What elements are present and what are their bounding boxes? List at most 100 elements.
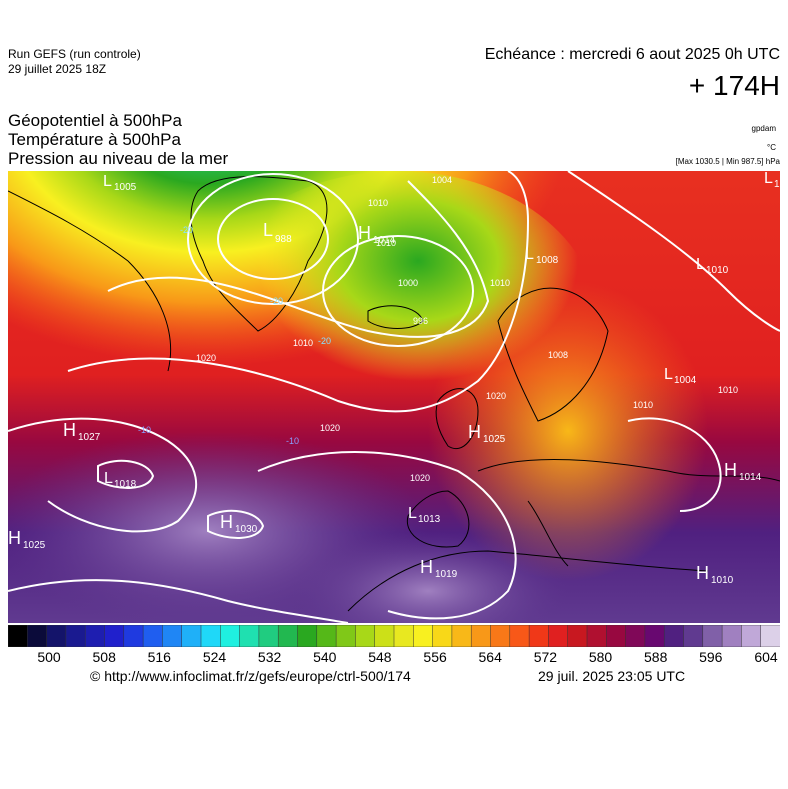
generation-time: 29 juil. 2025 23:05 UTC <box>538 668 686 684</box>
colorbar-swatch <box>721 625 743 647</box>
isobar-label: 1010 <box>718 385 738 395</box>
isobar-1020-b <box>8 417 197 533</box>
isobar-1010-a <box>107 180 490 338</box>
canada-coast <box>8 190 172 372</box>
pressure-center-value: 1018 <box>114 479 137 490</box>
colorbar-swatch <box>683 625 704 647</box>
pressure-center-value: 1010 <box>711 575 734 586</box>
pressure-center-type: H <box>696 563 709 583</box>
colorbar-swatch <box>374 625 395 647</box>
colorbar-swatch <box>181 625 202 647</box>
isotherm-label: -10 <box>138 425 151 435</box>
colorbar-swatch <box>760 625 780 647</box>
colorbar-tick-label: 532 <box>257 649 282 665</box>
isobar-label: 1010 <box>368 198 388 208</box>
colorbar-swatch <box>741 625 762 647</box>
isobar-label: 1010 <box>490 278 510 288</box>
colorbar-swatch <box>509 625 530 647</box>
isobar-label: 1008 <box>548 350 568 360</box>
colorbar-swatch <box>297 625 318 647</box>
isobar-label: 1020 <box>320 423 340 433</box>
colorbar-swatch <box>432 625 453 647</box>
colorbar-swatch <box>239 625 260 647</box>
pressure-center-value: 1014 <box>373 235 396 246</box>
unit-hpa-range: [Max 1030.5 | Min 987.5] hPa <box>675 157 780 166</box>
field-temperature: Température à 500hPa <box>8 130 181 149</box>
isobar-label: 1010 <box>376 238 396 248</box>
isobar-1010-b <box>567 171 780 332</box>
pressure-center-value: 1025 <box>483 434 506 445</box>
colorbar-swatch <box>528 625 550 647</box>
colorbar-tick-label: 516 <box>147 649 171 665</box>
italy-coast <box>527 500 569 567</box>
isobar-1018-ring <box>97 459 155 489</box>
colorbar-swatch <box>65 625 86 647</box>
colorbar-swatch <box>393 625 415 647</box>
colorbar-swatch <box>8 625 29 647</box>
isobar-1000-ring <box>322 235 474 347</box>
pressure-center-value: 1030 <box>235 524 258 535</box>
pressure-center-type: L <box>103 173 112 190</box>
isobar-label: 996 <box>413 316 428 326</box>
greenland-coast <box>190 176 328 332</box>
colorbar-tick-label: 604 <box>754 649 778 665</box>
pressure-center-value: 1014 <box>739 472 762 483</box>
colorbar-swatch <box>104 625 125 647</box>
contour-labels: 1004 1010 1010 1000 996 1010 1020 1020 1… <box>138 175 738 483</box>
pressure-centers: L 1005 L 988 H 1014 L 1008 L 1010 L 1 H … <box>8 171 780 586</box>
pressure-center-type: L <box>408 505 417 522</box>
pressure-center-type: H <box>8 528 21 548</box>
iberia-coast <box>406 490 470 548</box>
pressure-center-value: 1008 <box>536 255 559 266</box>
colorbar-tick-label: 548 <box>368 649 392 665</box>
colorbar-tick-label: 524 <box>202 649 227 665</box>
run-name: Run GEFS (run controle) <box>8 47 141 61</box>
colorbar-tick-label: 572 <box>533 649 558 665</box>
britain-coast <box>435 388 479 449</box>
pressure-center-type: L <box>104 470 113 487</box>
isobar-label: 1020 <box>410 473 430 483</box>
isobar-1020-a <box>67 171 530 413</box>
pressure-center-type: H <box>358 223 371 243</box>
isotherm-label: -20 <box>270 296 283 306</box>
colorbar-swatch <box>84 625 106 647</box>
field-pressure: Pression au niveau de la mer <box>8 149 229 168</box>
colorbar-tick-label: 500 <box>37 649 61 665</box>
coastlines <box>8 176 780 612</box>
colorbar-swatch <box>220 625 241 647</box>
isobar-label: 1010 <box>633 400 653 410</box>
pressure-center-value: 1 <box>774 179 780 190</box>
colorbar-swatch <box>123 625 144 647</box>
run-date: 29 juillet 2025 18Z <box>8 62 107 76</box>
colorbar-tick-label: 540 <box>313 649 337 665</box>
pressure-center-value: 1010 <box>706 265 729 276</box>
scandinavia-coast <box>497 287 609 422</box>
colorbar-swatch <box>335 625 357 647</box>
pressure-center-type: H <box>63 420 76 440</box>
pressure-center-value: 1005 <box>114 182 137 193</box>
africa-coast <box>347 550 709 612</box>
isotherm-label: -20 <box>180 225 193 235</box>
colorbar-swatch <box>27 625 48 647</box>
source-url[interactable]: © http://www.infoclimat.fr/z/gefs/europe… <box>90 668 411 684</box>
pressure-center-value: 1019 <box>435 569 458 580</box>
lead-time: + 174H <box>688 70 780 101</box>
pressure-center-type: H <box>220 512 233 532</box>
field-geopotential: Géopotentiel à 500hPa <box>8 111 182 130</box>
pressure-center-value: 1013 <box>418 514 441 525</box>
colorbar-swatch <box>200 625 222 647</box>
isobar-label: 1004 <box>432 175 452 185</box>
isobar-988-ring <box>217 198 329 280</box>
pressure-center-type: H <box>420 557 433 577</box>
europe-coast <box>477 458 780 482</box>
colorbar-swatch <box>162 625 183 647</box>
isotherm-label: -10 <box>286 436 299 446</box>
colorbar <box>8 625 780 647</box>
colorbar-tick-label: 596 <box>699 649 723 665</box>
colorbar-swatch <box>663 625 685 647</box>
pressure-center-type: L <box>696 256 705 273</box>
colorbar-swatch <box>644 625 665 647</box>
isobars <box>8 171 780 623</box>
isobar-label: 1010 <box>293 338 313 348</box>
colorbar-swatch <box>490 625 511 647</box>
